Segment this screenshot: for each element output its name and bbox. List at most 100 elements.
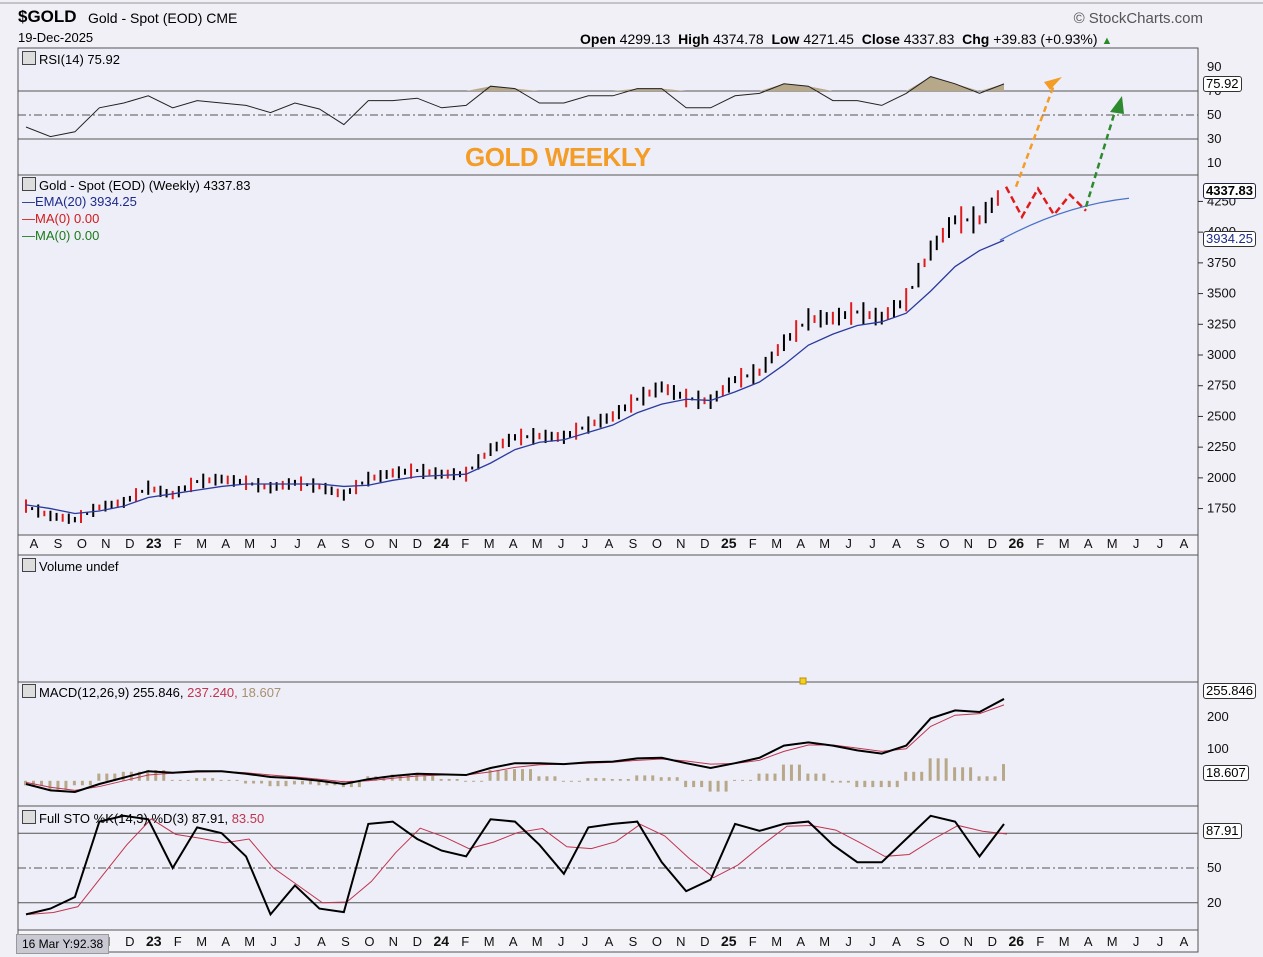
high-value: 4374.78 [713, 31, 764, 47]
time-axis-label: N [389, 536, 398, 551]
macd-hist-bar [773, 773, 777, 781]
macd-hist-bar [757, 773, 761, 781]
time-axis-label: N [964, 536, 973, 551]
price-label[interactable]: Gold - Spot (EOD) (Weekly) 4337.83 [22, 177, 250, 193]
time-axis-label: J [845, 536, 852, 551]
rsi-tick-label: 10 [1207, 155, 1221, 170]
macd-hist-bar [1002, 764, 1005, 781]
ma1-legend[interactable]: —MA(0) 0.00 [22, 211, 100, 226]
brand-logo[interactable]: © StockCharts.com [1073, 10, 1203, 27]
macd-hist-bar [24, 780, 27, 786]
macd-hist-bar [195, 778, 199, 781]
macd-hist-bar [40, 780, 43, 786]
symbol[interactable]: $GOLD [18, 7, 77, 26]
macd-hist-bar [667, 777, 671, 781]
macd-hist-bar [496, 770, 500, 781]
ohlc-readout: Open 4299.13 High 4374.78 Low 4271.45 Cl… [580, 31, 1112, 47]
time-axis-label: J [270, 536, 277, 551]
time-axis-label: M [819, 536, 830, 551]
time-axis-label: S [916, 536, 925, 551]
macd-hist-bar [716, 780, 720, 792]
macd-hist-bar [651, 775, 655, 781]
macd-hist-bar [912, 771, 916, 781]
forecast-arrow-orange-head [1044, 77, 1062, 90]
time-axis-label: J [270, 934, 277, 949]
price-value-tag: 4337.83 [1203, 183, 1256, 199]
macd-hist-bar [186, 779, 190, 781]
time-axis-label: F [749, 934, 757, 949]
time-axis-label: D [988, 536, 997, 551]
time-axis-label: O [364, 934, 374, 949]
sto-label-text: Full STO %K(14,3) %D(3) 87.91, [39, 811, 229, 826]
time-axis-label: M [196, 536, 207, 551]
macd-hist-bar [390, 774, 394, 781]
time-axis-label: F [174, 934, 182, 949]
macd-hist-bar [936, 758, 940, 781]
macd-hist-bar [928, 758, 932, 781]
macd-hist-bar [545, 776, 549, 781]
close-label: Close [861, 31, 900, 47]
macd-hist-bar [659, 777, 663, 781]
macd-hist-bar [203, 778, 207, 781]
time-axis-label: J [582, 934, 589, 949]
time-axis-label: J [558, 536, 565, 551]
macd-hist-bar [944, 758, 948, 781]
macd-hist-bar [244, 780, 248, 784]
time-axis-label: M [819, 934, 830, 949]
macd-value-tag: 255.846 [1203, 683, 1256, 699]
macd-hist-bar [252, 780, 256, 784]
ema-legend[interactable]: —EMA(20) 3934.25 [22, 194, 137, 209]
macd-hist-bar [260, 780, 264, 784]
macd-signal-text: 237.240, [187, 685, 238, 700]
volume-label[interactable]: Volume undef [22, 558, 119, 574]
macd-hist-bar [749, 779, 753, 781]
time-axis-label: 25 [721, 933, 737, 949]
macd-hist-bar [855, 780, 859, 788]
macd-hist-bar [80, 780, 84, 786]
chart-annotation: GOLD WEEKLY [465, 142, 651, 172]
chg-label: Chg [962, 31, 990, 47]
time-axis-label: O [77, 536, 87, 551]
macd-hist-bar [904, 771, 908, 781]
macd-hist-bar [602, 778, 606, 781]
time-axis-label: M [244, 536, 255, 551]
forecast-zigzag [1004, 186, 1087, 220]
macd-hist-bar [423, 774, 427, 781]
macd-hist-bar [814, 773, 818, 781]
macd-hist-bar [741, 779, 745, 781]
macd-label[interactable]: MACD(12,26,9) 255.846, 237.240, 18.607 [22, 684, 281, 700]
macd-hist-bar [447, 779, 451, 781]
time-axis-label: D [413, 934, 422, 949]
sto-label[interactable]: Full STO %K(14,3) %D(3) 87.91, 83.50 [22, 810, 264, 826]
macd-hist-bar [586, 778, 590, 781]
time-axis-label: M [771, 934, 782, 949]
macd-hist-bar [806, 773, 810, 781]
macd-hist-bar [887, 780, 891, 788]
macd-hist-bar [529, 769, 532, 781]
time-axis-label: J [558, 934, 565, 949]
sto-tick-label: 50 [1207, 860, 1221, 875]
macd-hist-bar [32, 780, 35, 786]
symbol-description: Gold - Spot (EOD) CME [88, 10, 238, 26]
macd-hist-bar [822, 773, 826, 781]
ma2-legend[interactable]: —MA(0) 0.00 [22, 228, 100, 243]
macd-icon [22, 684, 36, 698]
macd-hist-bar [178, 779, 182, 781]
time-axis-label: A [1084, 536, 1093, 551]
macd-hist-bar [789, 764, 793, 781]
macd-hist-bar [113, 773, 117, 781]
macd-hist-bar [72, 780, 76, 786]
up-triangle-icon: ▲ [1101, 35, 1113, 47]
macd-hist-bar [626, 779, 630, 781]
sto-k-line [25, 814, 1005, 917]
time-axis-label: M [1059, 934, 1070, 949]
rsi-label[interactable]: RSI(14) 75.92 [22, 51, 120, 67]
hist-value-tag: 18.607 [1203, 765, 1249, 781]
macd-hist-bar [684, 780, 688, 788]
time-axis-label: A [317, 536, 326, 551]
macd-hist-bar [781, 764, 785, 781]
time-axis-label: A [509, 934, 518, 949]
macd-hist-bar [618, 779, 622, 781]
time-axis-label: M [771, 536, 782, 551]
